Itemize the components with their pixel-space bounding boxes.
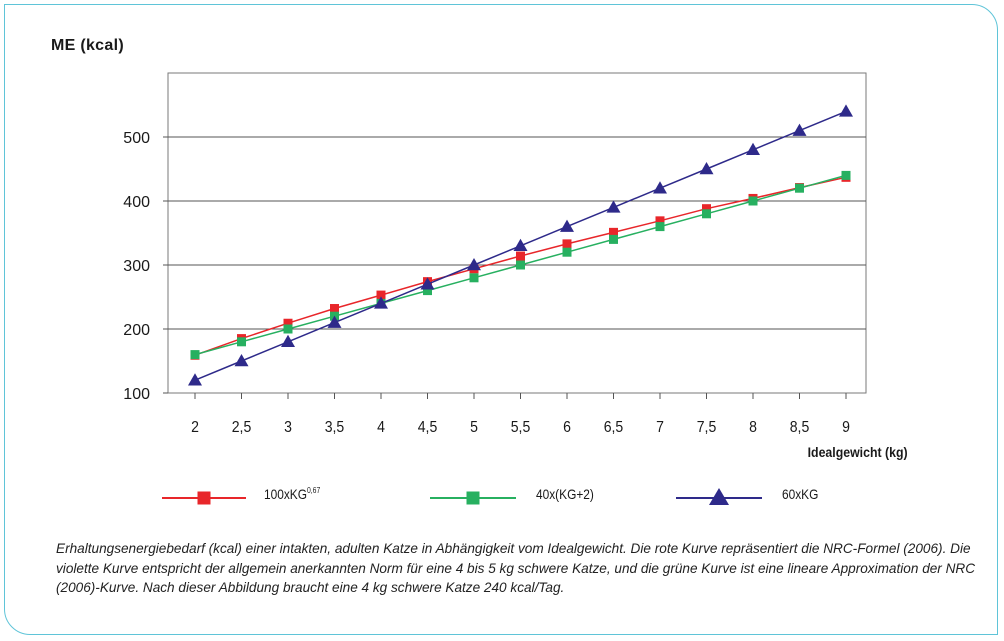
series-1-point-2	[283, 324, 293, 334]
series-2-point-11	[699, 162, 714, 175]
series-1-point-5	[423, 286, 432, 296]
series-0-point-4	[376, 290, 386, 300]
series-2-point-7	[513, 238, 528, 252]
series-2-point-1	[234, 354, 249, 367]
legend-marker-1	[466, 491, 480, 505]
legend-label-1: 40x(KG+2)	[536, 486, 594, 502]
x-tick-label-0: 2	[191, 418, 199, 436]
x-tick-label-2: 3	[284, 418, 292, 436]
series-1-point-9	[609, 234, 618, 244]
y-axis-label: ME (kcal)	[51, 37, 124, 54]
series-1-point-14	[841, 170, 851, 180]
series-0-point-3	[330, 304, 339, 314]
series-2-point-0	[188, 373, 202, 386]
figure-caption: Erhaltungsenergiebedarf (kcal) einer int…	[56, 541, 976, 595]
series-0-point-8	[562, 239, 572, 249]
series-0-point-10	[655, 216, 665, 226]
series-0-point-11	[702, 204, 711, 214]
series-1-point-6	[469, 273, 479, 283]
y-tick-label-4: 500	[123, 130, 150, 147]
series-2-point-9	[606, 200, 621, 213]
series-1-point-13	[795, 183, 804, 193]
series-1-point-0	[190, 350, 200, 360]
series-0-point-9	[609, 227, 618, 237]
x-tick-label-14: 9	[842, 418, 850, 436]
legend-label-0: 100xKG0,67	[264, 486, 321, 502]
series-2-point-10	[653, 181, 667, 194]
series-2-point-3	[327, 315, 342, 328]
x-tick-label-13: 8,5	[790, 418, 810, 436]
x-tick-label-11: 7,5	[697, 418, 717, 436]
x-tick-label-8: 6	[563, 418, 571, 436]
x-tick-label-5: 4,5	[418, 418, 438, 436]
series-2-point-5	[420, 277, 435, 290]
figure-frame	[4, 4, 998, 635]
series-1-point-1	[237, 337, 246, 347]
series-1-point-11	[702, 209, 711, 219]
series-2-point-12	[746, 142, 760, 156]
series-2-point-6	[467, 258, 481, 271]
legend-label-2: 60xKG	[782, 486, 819, 502]
y-tick-label-3: 400	[123, 194, 150, 211]
series-2-point-13	[792, 123, 807, 136]
series-0-point-2	[283, 318, 293, 328]
x-tick-label-4: 4	[377, 418, 385, 436]
y-tick-label-2: 300	[123, 258, 150, 275]
legend-marker-0	[197, 491, 211, 505]
y-tick-label-0: 100	[123, 386, 150, 403]
series-0-point-7	[516, 251, 525, 261]
y-tick-label-1: 200	[123, 322, 150, 339]
x-tick-label-7: 5,5	[511, 418, 531, 436]
x-axis-label: Idealgewicht (kg)	[808, 444, 908, 460]
x-tick-label-9: 6,5	[604, 418, 624, 436]
series-2-point-8	[560, 219, 574, 232]
series-1-point-8	[562, 247, 572, 257]
series-2-point-4	[374, 296, 388, 309]
x-tick-label-6: 5	[470, 418, 478, 436]
plot-area	[167, 72, 867, 394]
x-tick-label-3: 3,5	[325, 418, 345, 436]
x-tick-label-1: 2,5	[232, 418, 252, 436]
series-2-point-2	[281, 334, 295, 348]
x-tick-label-10: 7	[656, 418, 664, 436]
legend-marker-2	[709, 488, 729, 505]
series-2-point-14	[839, 104, 853, 117]
series-1-point-7	[516, 260, 525, 270]
x-tick-label-12: 8	[749, 418, 757, 436]
series-1-point-12	[748, 196, 758, 206]
series-1-point-10	[655, 222, 665, 232]
